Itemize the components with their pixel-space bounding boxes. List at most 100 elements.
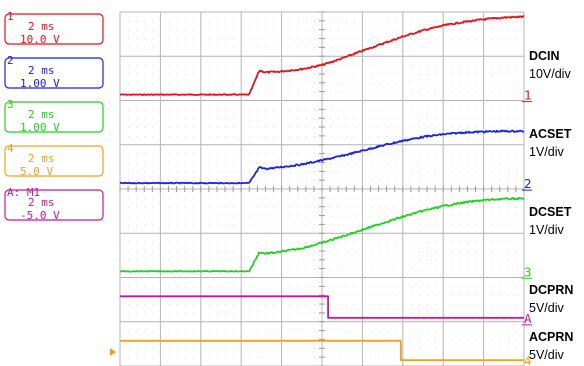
grid-dot (427, 339, 429, 341)
grid-dot (168, 286, 170, 288)
grid-dot (386, 295, 388, 297)
grid-dot (370, 118, 372, 120)
grid-dot (305, 135, 307, 137)
grid-dot (144, 109, 146, 111)
grid-dot (305, 82, 307, 84)
grid-dot (338, 153, 340, 155)
grid-dot (233, 348, 235, 350)
grid-dot (459, 180, 461, 182)
grid-dot (370, 206, 372, 208)
grid-dot (418, 357, 420, 359)
grid-dot (499, 268, 501, 270)
grid-dot (499, 250, 501, 252)
grid-dot (305, 127, 307, 129)
grid-dot (378, 135, 380, 137)
grid-dot (273, 286, 275, 288)
grid-dot (273, 20, 275, 22)
grid-dot (144, 312, 146, 314)
grid-dot (184, 162, 186, 164)
grid-dot (273, 312, 275, 314)
grid-dot (354, 312, 356, 314)
grid-dot (330, 357, 332, 359)
grid-dot (394, 180, 396, 182)
grid-dot (378, 268, 380, 270)
grid-dot (435, 250, 437, 252)
grid-dot (144, 215, 146, 217)
grid-dot (346, 250, 348, 252)
grid-dot (233, 206, 235, 208)
grid-dot (459, 224, 461, 226)
grid-dot (507, 357, 509, 359)
grid-dot (176, 29, 178, 31)
grid-dot (378, 357, 380, 359)
grid-dot (459, 20, 461, 22)
grid-dot (313, 312, 315, 314)
grid-dot (233, 135, 235, 137)
grid-dot (507, 109, 509, 111)
grid-dot (410, 135, 412, 137)
grid-dot (128, 242, 130, 244)
grid-dot (386, 215, 388, 217)
grid-dot (354, 127, 356, 129)
grid-dot (128, 38, 130, 40)
grid-dot (507, 65, 509, 67)
grid-dot (435, 118, 437, 120)
grid-dot (225, 180, 227, 182)
grid-dot (410, 171, 412, 173)
grid-dot (491, 215, 493, 217)
grid-dot (152, 118, 154, 120)
grid-dot (128, 250, 130, 252)
grid-dot (386, 47, 388, 49)
grid-dot (297, 65, 299, 67)
grid-dot (152, 29, 154, 31)
grid-dot (378, 82, 380, 84)
grid-dot (176, 162, 178, 164)
grid-dot (451, 348, 453, 350)
channel-number: 1 (7, 10, 14, 23)
grid-dot (475, 171, 477, 173)
grid-dot (225, 348, 227, 350)
grid-dot (507, 330, 509, 332)
grid-dot (467, 197, 469, 199)
grid-dot (338, 82, 340, 84)
grid-dot (152, 268, 154, 270)
grid-dot (330, 180, 332, 182)
grid-dot (249, 38, 251, 40)
grid-dot (499, 224, 501, 226)
grid-dot (499, 330, 501, 332)
grid-dot (216, 197, 218, 199)
grid-dot (249, 153, 251, 155)
grid-dot (378, 286, 380, 288)
grid-dot (257, 171, 259, 173)
grid-dot (305, 109, 307, 111)
grid-dot (144, 29, 146, 31)
grid-dot (208, 91, 210, 93)
grid-dot (346, 82, 348, 84)
grid-dot (386, 73, 388, 75)
grid-dot (168, 348, 170, 350)
grid-dot (418, 215, 420, 217)
grid-dot (459, 197, 461, 199)
grid-dot (249, 330, 251, 332)
grid-dot (515, 127, 517, 129)
channel-box-frame (4, 189, 104, 221)
grid-dot (273, 259, 275, 261)
grid-dot (338, 304, 340, 306)
grid-dot (338, 180, 340, 182)
grid-dot (346, 357, 348, 359)
grid-dot (378, 38, 380, 40)
grid-dot (273, 330, 275, 332)
grid-dot (459, 135, 461, 137)
grid-dot (435, 259, 437, 261)
grid-dot (289, 312, 291, 314)
grid-dot (427, 304, 429, 306)
grid-dot (265, 242, 267, 244)
grid-dot (208, 215, 210, 217)
grid-dot (289, 242, 291, 244)
grid-dot (427, 357, 429, 359)
grid-dot (152, 242, 154, 244)
grid-dot (491, 127, 493, 129)
grid-dot (467, 153, 469, 155)
grid-dot (338, 38, 340, 40)
grid-dot (354, 91, 356, 93)
